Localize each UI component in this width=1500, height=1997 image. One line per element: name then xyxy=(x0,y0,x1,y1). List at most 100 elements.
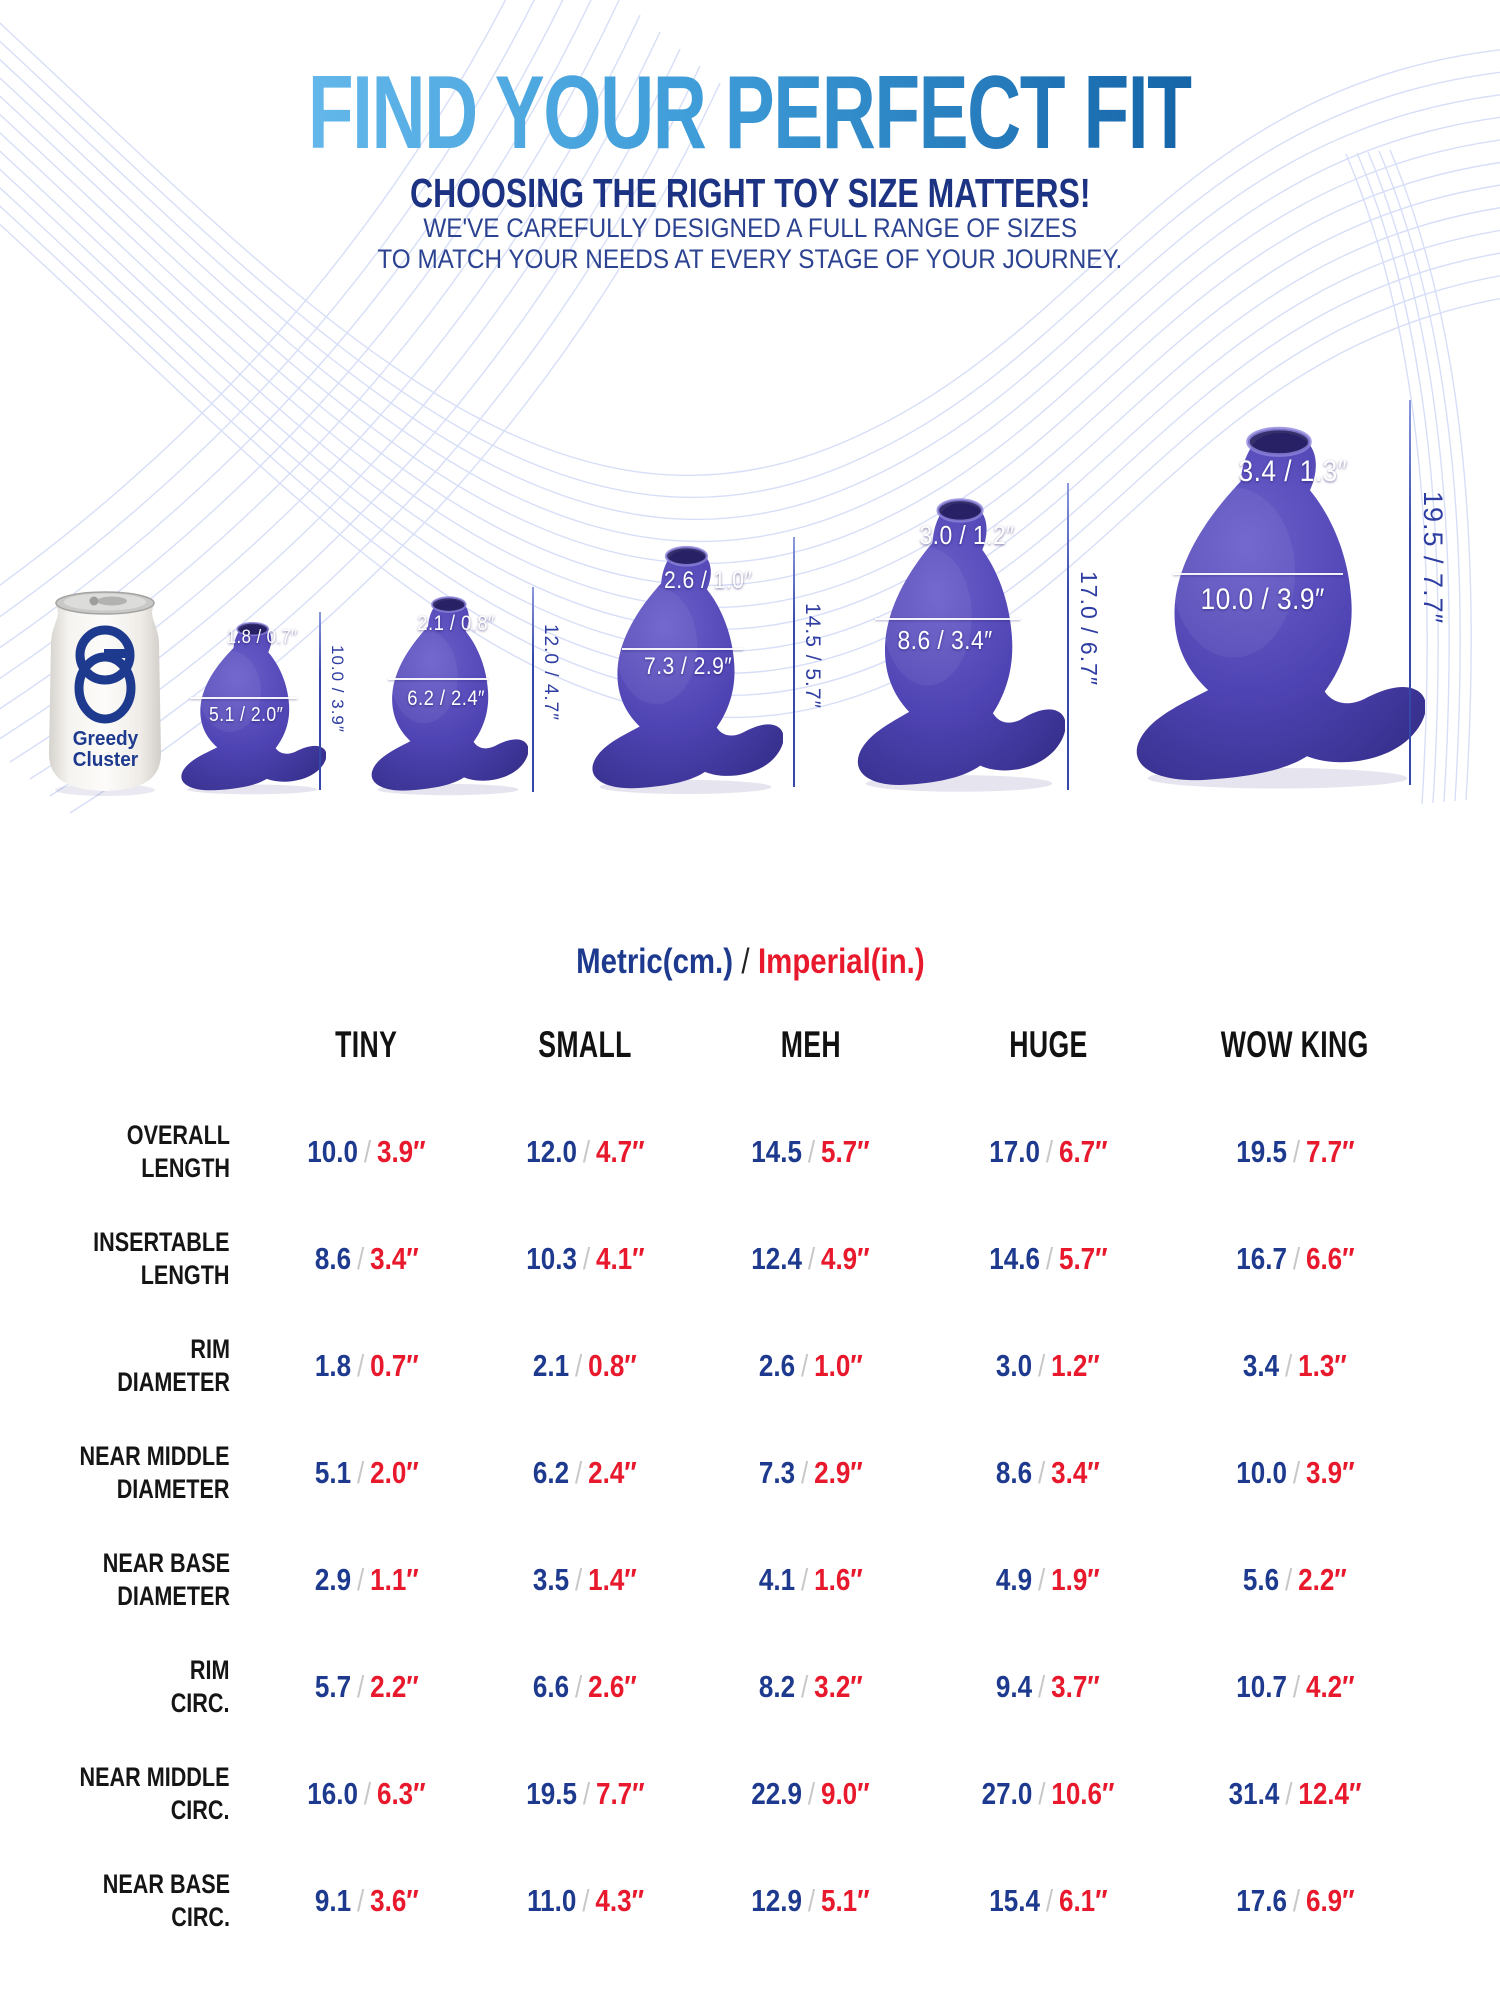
overall-length-label: 19.5 / 7.7″ xyxy=(1418,491,1448,625)
value-cell: 17.6/6.9″ xyxy=(1236,1882,1355,1918)
middle-diameter-label: 7.3 / 2.9″ xyxy=(643,653,733,680)
units-separator: / xyxy=(741,942,750,981)
value-cell: 5.7/2.2″ xyxy=(314,1668,419,1704)
scale-reference-can: Greedy Cluster xyxy=(42,583,168,797)
value-cell: 2.9/1.1″ xyxy=(314,1561,419,1597)
value-cell: 3.5/1.4″ xyxy=(533,1561,638,1597)
value-cell: 31.4/12.4″ xyxy=(1228,1775,1362,1811)
middle-measure-line xyxy=(875,618,1020,620)
middle-diameter-label: 10.0 / 3.9″ xyxy=(1200,583,1326,616)
column-header-huge: HUGE xyxy=(1008,1024,1088,1065)
column-header-meh: MEH xyxy=(780,1024,841,1065)
column-header-tiny: TINY xyxy=(335,1024,398,1065)
units-legend: Metric(cm.) / Imperial(in.) xyxy=(0,942,1500,982)
column-header-small: SMALL xyxy=(538,1024,632,1065)
height-measure-line xyxy=(1409,400,1411,785)
rim-diameter-label: 2.6 / 1.0″ xyxy=(663,567,753,594)
value-cell: 2.6/1.0″ xyxy=(758,1347,863,1383)
value-cell: 5.1/2.0″ xyxy=(314,1454,419,1490)
middle-measure-line xyxy=(190,697,297,699)
page-tagline: WE'VE CAREFULLY DESIGNED A FULL RANGE OF… xyxy=(0,213,1500,275)
value-cell: 10.3/4.1″ xyxy=(526,1240,645,1276)
height-measure-line xyxy=(1067,483,1069,790)
value-cell: 9.4/3.7″ xyxy=(996,1668,1100,1704)
value-cell: 10.7/4.2″ xyxy=(1236,1668,1355,1704)
rim-diameter-label: 1.8 / 0.7″ xyxy=(226,627,298,648)
value-cell: 4.9/1.9″ xyxy=(996,1561,1100,1597)
value-cell: 5.6/2.2″ xyxy=(1243,1561,1348,1597)
value-cell: 22.9/9.0″ xyxy=(751,1775,870,1811)
imperial-units-label: Imperial(in.) xyxy=(757,942,925,981)
product-small: 2.1 / 0.8″ 6.2 / 2.4″ 12.0 / 4.7″ xyxy=(362,578,577,800)
page-subtitle: CHOOSING THE RIGHT TOY SIZE MATTERS! xyxy=(409,170,1091,216)
tagline-line-2: TO MATCH YOUR NEEDS AT EVERY STAGE OF YO… xyxy=(377,243,1123,274)
metric-units-label: Metric(cm.) xyxy=(575,942,733,981)
middle-measure-line xyxy=(1173,573,1343,575)
value-cell: 19.5/7.7″ xyxy=(1236,1133,1355,1169)
middle-measure-line xyxy=(388,678,488,680)
value-cell: 4.1/1.6″ xyxy=(758,1561,863,1597)
overall-length-label: 10.0 / 3.9″ xyxy=(328,645,347,733)
rim-diameter-label: 3.0 / 1.2″ xyxy=(919,520,1015,550)
row-label: RIM CIRC. xyxy=(170,1654,230,1718)
table-header-row: TINY SMALL MEH HUGE WOW KING xyxy=(0,1020,1420,1070)
value-cell: 1.8/0.7″ xyxy=(314,1347,419,1383)
size-table: TINY SMALL MEH HUGE WOW KING OVERALL LENG… xyxy=(0,1020,1420,1954)
row-label: INSERTABLE LENGTH xyxy=(93,1226,230,1290)
middle-diameter-label: 5.1 / 2.0″ xyxy=(208,704,284,726)
value-cell: 16.7/6.6″ xyxy=(1236,1240,1355,1276)
rim-diameter-label: 3.4 / 1.3″ xyxy=(1238,455,1348,488)
rim-diameter-label: 2.1 / 0.8″ xyxy=(417,612,495,635)
row-label: NEAR MIDDLE DIAMETER xyxy=(79,1440,230,1504)
plug-image xyxy=(592,545,783,794)
product-huge: 3.0 / 1.2″ 8.6 / 3.4″ 17.0 / 6.7″ xyxy=(845,475,1115,800)
value-cell: 12.0/4.7″ xyxy=(526,1133,645,1169)
value-cell: 2.1/0.8″ xyxy=(533,1347,638,1383)
table-row-overall-length: OVERALL LENGTH 10.0/3.9″ 12.0/4.7″ 14.5/5… xyxy=(0,1098,1420,1205)
value-cell: 7.3/2.9″ xyxy=(758,1454,863,1490)
row-label: OVERALL LENGTH xyxy=(126,1119,230,1183)
value-cell: 8.6/3.4″ xyxy=(314,1240,419,1276)
value-cell: 19.5/7.7″ xyxy=(526,1775,645,1811)
table-row-near-base-circ: NEAR BASE CIRC. 9.1/3.6″ 11.0/4.3″ 12.9/5… xyxy=(0,1847,1420,1954)
height-measure-line xyxy=(319,612,321,790)
value-cell: 10.0/3.9″ xyxy=(307,1133,426,1169)
middle-diameter-label: 8.6 / 3.4″ xyxy=(897,625,993,655)
value-cell: 12.4/4.9″ xyxy=(751,1240,870,1276)
value-cell: 16.0/6.3″ xyxy=(307,1775,426,1811)
overall-length-label: 14.5 / 5.7″ xyxy=(801,603,824,710)
middle-diameter-label: 6.2 / 2.4″ xyxy=(407,687,485,710)
value-cell: 17.0/6.7″ xyxy=(988,1133,1108,1169)
overall-length-label: 12.0 / 4.7″ xyxy=(540,624,561,721)
page-title: FIND YOUR PERFECT FIT xyxy=(308,55,1193,171)
value-cell: 9.1/3.6″ xyxy=(314,1882,419,1918)
value-cell: 11.0/4.3″ xyxy=(526,1882,644,1918)
value-cell: 6.6/2.6″ xyxy=(533,1668,638,1704)
row-label: NEAR BASE CIRC. xyxy=(102,1868,230,1932)
row-label: RIM DIAMETER xyxy=(116,1333,230,1397)
plug-image xyxy=(857,498,1065,792)
value-cell: 8.6/3.4″ xyxy=(996,1454,1100,1490)
table-row-insertable-length: INSERTABLE LENGTH 8.6/3.4″ 10.3/4.1″ 12.4… xyxy=(0,1205,1420,1312)
table-row-near-middle-diameter: NEAR MIDDLE DIAMETER 5.1/2.0″ 6.2/2.4″ 7.… xyxy=(0,1419,1420,1526)
height-measure-line xyxy=(793,537,795,787)
value-cell: 3.4/1.3″ xyxy=(1243,1347,1348,1383)
row-label: NEAR BASE DIAMETER xyxy=(102,1547,230,1611)
plug-image xyxy=(181,621,326,795)
row-label: NEAR MIDDLE CIRC. xyxy=(79,1761,230,1825)
table-row-near-base-diameter: NEAR BASE DIAMETER 2.9/1.1″ 3.5/1.4″ 4.1/… xyxy=(0,1526,1420,1633)
product-tiny: 1.8 / 0.7″ 5.1 / 2.0″ 10.0 / 3.9″ xyxy=(170,605,370,800)
brand-name: Greedy Cluster xyxy=(72,728,138,771)
middle-measure-line xyxy=(622,648,743,650)
overall-length-label: 17.0 / 6.7″ xyxy=(1076,571,1102,687)
value-cell: 6.2/2.4″ xyxy=(533,1454,638,1490)
value-cell: 10.0/3.9″ xyxy=(1236,1454,1355,1490)
height-measure-line xyxy=(532,587,534,792)
value-cell: 14.6/5.7″ xyxy=(988,1240,1108,1276)
product-meh: 2.6 / 1.0″ 7.3 / 2.9″ 14.5 / 5.7″ xyxy=(580,525,830,800)
product-wow-king: 3.4 / 1.3″ 10.0 / 3.9″ 19.5 / 7.7″ xyxy=(1120,395,1460,800)
column-header-wow-king: WOW KING xyxy=(1221,1024,1370,1065)
value-cell: 12.9/5.1″ xyxy=(751,1882,870,1918)
tagline-line-1: WE'VE CAREFULLY DESIGNED A FULL RANGE OF… xyxy=(423,213,1077,243)
